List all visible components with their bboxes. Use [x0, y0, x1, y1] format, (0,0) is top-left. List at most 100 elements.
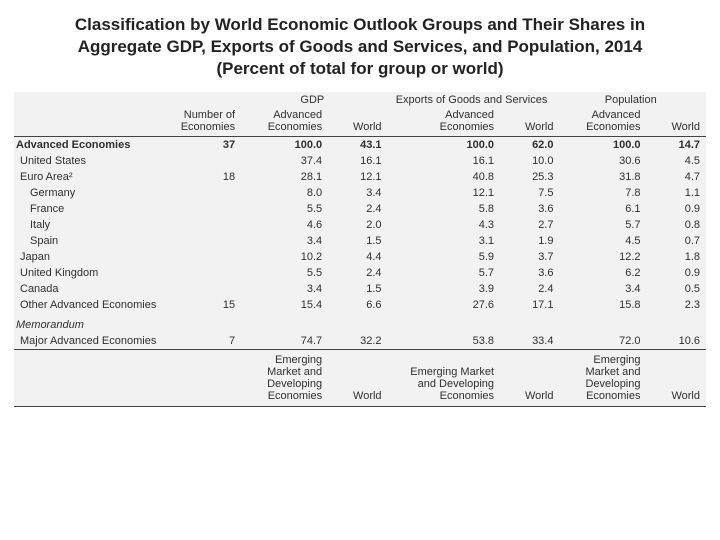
cell-pop-world: 4.7 [647, 169, 707, 185]
cell-gdp-adv: 10.2 [241, 249, 328, 265]
cell-exp-adv: 16.1 [388, 153, 501, 169]
title-line-2: Aggregate GDP, Exports of Goods and Serv… [78, 37, 643, 56]
foot-pop-emd: Emerging Market and Developing Economies [559, 350, 646, 407]
col-group-gdp: GDP [241, 92, 387, 107]
cell-exp-world: 7.5 [500, 185, 559, 201]
cell-exp-world: 25.3 [500, 169, 559, 185]
row-label: Advanced Economies [14, 137, 171, 154]
cell-num-econ [171, 265, 241, 281]
cell-gdp-world: 4.4 [328, 249, 387, 265]
table-row: Euro Area²1828.112.140.825.331.84.7 [14, 169, 706, 185]
cell-gdp-world: 2.4 [328, 265, 387, 281]
cell-num-econ [171, 233, 241, 249]
cell-num-econ [171, 281, 241, 297]
cell-pop-adv: 31.8 [559, 169, 646, 185]
cell-pop-world: 4.5 [647, 153, 707, 169]
cell-num-econ: 7 [171, 333, 241, 350]
cell-pop-world: 14.7 [647, 137, 707, 154]
cell-gdp-adv: 5.5 [241, 201, 328, 217]
header-group-row: GDP Exports of Goods and Services Popula… [14, 92, 706, 107]
cell-num-econ [171, 217, 241, 233]
cell-gdp-adv: 3.4 [241, 233, 328, 249]
cell-pop-adv: 4.5 [559, 233, 646, 249]
col-group-population: Population [559, 92, 706, 107]
cell-exp-adv: 40.8 [388, 169, 501, 185]
foot-exp-world: World [500, 350, 559, 407]
col-number-economies: Number of Economies [171, 107, 241, 137]
table-row: Japan10.24.45.93.712.21.8 [14, 249, 706, 265]
cell-exp-adv: 5.8 [388, 201, 501, 217]
cell-gdp-world: 1.5 [328, 281, 387, 297]
cell-pop-adv: 5.7 [559, 217, 646, 233]
row-label: Spain [14, 233, 171, 249]
table-row: United States37.416.116.110.030.64.5 [14, 153, 706, 169]
row-label: France [14, 201, 171, 217]
cell-pop-world: 0.9 [647, 265, 707, 281]
cell-gdp-adv: 74.7 [241, 333, 328, 350]
table-row: Italy4.62.04.32.75.70.8 [14, 217, 706, 233]
cell-exp-adv: 3.1 [388, 233, 501, 249]
col-pop-adv: Advanced Economies [559, 107, 646, 137]
foot-gdp-emd: Emerging Market and Developing Economies [241, 350, 328, 407]
title-line-3: (Percent of total for group or world) [216, 59, 503, 78]
cell-exp-adv: 5.7 [388, 265, 501, 281]
cell-pop-world: 10.6 [647, 333, 707, 350]
page-title: Classification by World Economic Outlook… [0, 0, 720, 86]
cell-gdp-adv: 3.4 [241, 281, 328, 297]
cell-gdp-adv: 5.5 [241, 265, 328, 281]
cell-gdp-adv: 37.4 [241, 153, 328, 169]
memorandum-header-row: Memorandum [14, 313, 706, 333]
cell-gdp-adv: 8.0 [241, 185, 328, 201]
col-exp-world: World [500, 107, 559, 137]
cell-pop-adv: 100.0 [559, 137, 646, 154]
row-label: Italy [14, 217, 171, 233]
cell-pop-world: 0.7 [647, 233, 707, 249]
data-table-container: GDP Exports of Goods and Services Popula… [14, 92, 706, 407]
memorandum-label: Memorandum [14, 313, 706, 333]
cell-gdp-adv: 100.0 [241, 137, 328, 154]
table-row: Germany8.03.412.17.57.81.1 [14, 185, 706, 201]
cell-gdp-adv: 15.4 [241, 297, 328, 313]
title-line-1: Classification by World Economic Outlook… [75, 15, 645, 34]
cell-exp-world: 10.0 [500, 153, 559, 169]
cell-gdp-world: 32.2 [328, 333, 387, 350]
cell-num-econ: 37 [171, 137, 241, 154]
cell-gdp-world: 12.1 [328, 169, 387, 185]
cell-pop-world: 0.5 [647, 281, 707, 297]
cell-gdp-world: 2.0 [328, 217, 387, 233]
cell-num-econ [171, 249, 241, 265]
cell-exp-world: 33.4 [500, 333, 559, 350]
data-table: GDP Exports of Goods and Services Popula… [14, 92, 706, 407]
cell-exp-adv: 53.8 [388, 333, 501, 350]
cell-exp-world: 2.4 [500, 281, 559, 297]
cell-pop-adv: 3.4 [559, 281, 646, 297]
cell-gdp-adv: 28.1 [241, 169, 328, 185]
cell-pop-adv: 15.8 [559, 297, 646, 313]
cell-gdp-world: 6.6 [328, 297, 387, 313]
cell-exp-world: 2.7 [500, 217, 559, 233]
row-label: Other Advanced Economies [14, 297, 171, 313]
cell-gdp-world: 43.1 [328, 137, 387, 154]
col-gdp-adv: Advanced Economies [241, 107, 328, 137]
cell-pop-adv: 6.1 [559, 201, 646, 217]
cell-pop-world: 1.8 [647, 249, 707, 265]
cell-exp-adv: 100.0 [388, 137, 501, 154]
cell-exp-world: 3.6 [500, 265, 559, 281]
header-sub-row: Number of Economies Advanced Economies W… [14, 107, 706, 137]
table-row: Spain3.41.53.11.94.50.7 [14, 233, 706, 249]
cell-num-econ [171, 185, 241, 201]
row-label: Germany [14, 185, 171, 201]
cell-exp-world: 17.1 [500, 297, 559, 313]
foot-pop-world: World [647, 350, 707, 407]
cell-num-econ [171, 153, 241, 169]
table-row: Other Advanced Economies1515.46.627.617.… [14, 297, 706, 313]
cell-gdp-world: 1.5 [328, 233, 387, 249]
cell-exp-world: 62.0 [500, 137, 559, 154]
cell-exp-adv: 27.6 [388, 297, 501, 313]
row-label: United Kingdom [14, 265, 171, 281]
cell-exp-adv: 12.1 [388, 185, 501, 201]
cell-num-econ: 18 [171, 169, 241, 185]
foot-exp-emd: Emerging Market and Developing Economies [388, 350, 501, 407]
cell-exp-adv: 4.3 [388, 217, 501, 233]
footer-row: Emerging Market and Developing Economies… [14, 350, 706, 407]
